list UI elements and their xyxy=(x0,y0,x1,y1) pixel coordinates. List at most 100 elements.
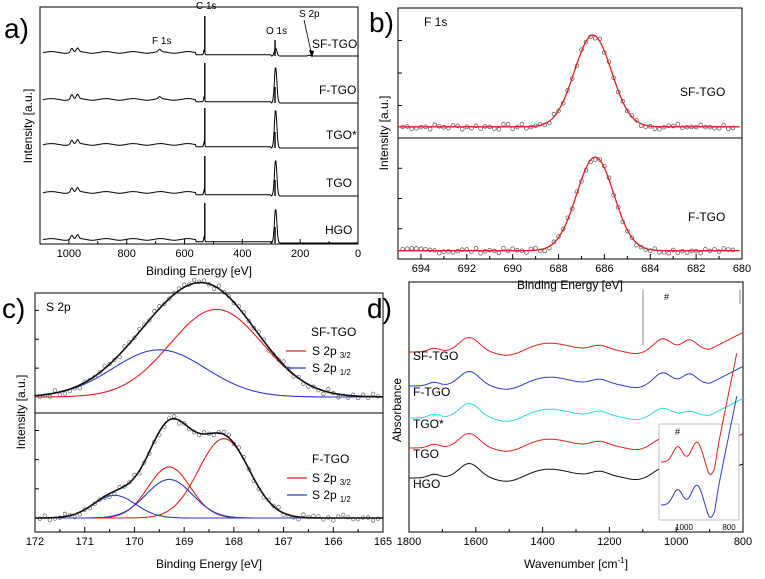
panel-d-inset-tick-1: 800 xyxy=(722,523,736,532)
panel-b-fit-1 xyxy=(398,156,740,252)
panel-c-bottom-legend-sub-0: 3/2 xyxy=(340,478,352,487)
panel-a-spectrum-3 xyxy=(42,160,358,197)
panel-d-ylabel: Absorbance xyxy=(390,378,404,442)
panel-c-point-0 xyxy=(57,392,63,397)
panel-c-x-tick-label: 171 xyxy=(76,536,94,548)
panel-d-sample-2: TGO* xyxy=(413,417,444,431)
panel-c-point-1 xyxy=(331,518,336,523)
panel-d-inset-spectra xyxy=(661,352,738,519)
panel-a-spectrum-4 xyxy=(42,209,358,244)
panel-b-point-1 xyxy=(441,249,447,254)
panel-b-point-1 xyxy=(537,248,543,254)
panel-c-envelope-1 xyxy=(35,417,383,519)
panel-b-point-1 xyxy=(542,248,548,254)
panel-c-point-1 xyxy=(127,480,132,485)
panel-d-x-tick-label: 1800 xyxy=(397,536,421,548)
panel-b-point-1 xyxy=(629,235,635,240)
panel-c-point-1 xyxy=(62,511,67,517)
panel-d-x-tick-label: 1000 xyxy=(664,536,688,548)
panel-c-xlabel: Binding Energy [eV] xyxy=(156,557,262,571)
panel-c-point-0 xyxy=(246,318,251,323)
panel-b-point-1 xyxy=(730,247,736,253)
panel-c-point-0 xyxy=(181,282,187,287)
panel-c-point-0 xyxy=(336,395,341,400)
panel-c-point-1 xyxy=(226,432,232,437)
panel-d-inset-hash: # xyxy=(675,427,680,437)
panel-c-x-tick-label: 165 xyxy=(374,536,392,548)
panel-b-point-0 xyxy=(501,122,506,127)
panel-d-spectrum-1 xyxy=(409,365,744,390)
panel-b-point-1 xyxy=(459,247,465,253)
panel-a-x-tick-label: 800 xyxy=(118,248,136,260)
panel-c-top-legend-sub-1: 1/2 xyxy=(340,368,352,377)
panel-b-x-tick-label: 690 xyxy=(503,263,521,275)
panel-c-point-0 xyxy=(97,370,102,375)
panel-b-xlabel: Binding Energy [eV] xyxy=(517,278,623,292)
panel-b-spectra xyxy=(398,34,740,256)
panel-c-x-tick-label: 172 xyxy=(26,536,44,548)
panel-c-point-0 xyxy=(196,279,202,284)
panel-b-point-1 xyxy=(414,246,419,251)
panel-a-x-tick-label: 0 xyxy=(355,248,361,260)
panel-b-x-tick-label: 694 xyxy=(412,263,430,275)
panel-b-point-1 xyxy=(721,246,726,251)
panel-d-inset-frame xyxy=(658,423,740,521)
panel-c-point-1 xyxy=(370,518,376,523)
panel-a-spectrum-1 xyxy=(42,67,358,104)
panel-c-point-0 xyxy=(211,286,217,291)
panel-a-annot-o1s: O 1s xyxy=(266,26,287,37)
panel-d-inset-tick-0: 1000 xyxy=(675,523,693,532)
panel-c-point-0 xyxy=(276,357,281,362)
panel-d-label: d) xyxy=(367,293,392,324)
panel-c-point-0 xyxy=(132,335,137,340)
panel-a-sample-0: SF-TGO xyxy=(312,37,357,51)
panel-b-point-0 xyxy=(473,123,479,129)
panel-b-point-1 xyxy=(725,247,731,252)
panel-a-sample-1: F-TGO xyxy=(319,83,356,97)
panel-a-annot-s2p: S 2p xyxy=(299,9,320,20)
panel-b-point-0 xyxy=(427,126,433,132)
panel-c-x-tick-label: 166 xyxy=(324,536,342,548)
panel-a-sample-2: TGO* xyxy=(326,128,357,142)
panel-c-bottom-legend-label-0: S 2p 3/2 xyxy=(312,471,351,487)
panel-d-x-tick-label: 1200 xyxy=(597,536,621,548)
panel-d-xlabel-end: ] xyxy=(625,557,628,571)
panel-c-envelope-0 xyxy=(34,281,383,398)
panel-b-sample-0: SF-TGO xyxy=(680,85,725,99)
panel-c-bottom-legend-main-0: S 2p xyxy=(312,471,337,485)
panel-d-spectra xyxy=(409,331,744,482)
panel-c-point-0 xyxy=(251,325,256,331)
panel-c-point-1 xyxy=(177,421,182,426)
panel-a-annot-f1s: F 1s xyxy=(152,36,171,47)
panel-c-top-sample: SF-TGO xyxy=(311,325,356,339)
panel-c-x-tick-label: 167 xyxy=(274,536,292,548)
panel-d-x-tick-label: 1600 xyxy=(464,536,488,548)
panel-c-point-1 xyxy=(107,494,112,499)
panel-b-title: F 1s xyxy=(424,15,447,29)
panel-b-x-tick-label: 684 xyxy=(641,263,659,275)
panel-d-spectrum-2 xyxy=(409,397,744,422)
panel-d-x-tick-label: 1400 xyxy=(530,536,554,548)
panel-b-point-1 xyxy=(647,248,653,253)
panel-b-point-1 xyxy=(427,247,433,253)
panel-c-point-0 xyxy=(370,391,376,397)
panel-c-point-1 xyxy=(221,429,227,434)
panel-a-annot-c1s: C 1s xyxy=(196,1,217,12)
panel-b-point-0 xyxy=(519,121,525,127)
panel-b-x-tick-label: 680 xyxy=(733,263,751,275)
panel-b-point-0 xyxy=(409,126,415,132)
panel-a-label: a) xyxy=(4,13,29,44)
panel-d-sample-4: HGO xyxy=(413,477,440,491)
panel-b-point-1 xyxy=(684,250,690,256)
panel-d-ticks: 1800 1600 1400 1200 1000 800 xyxy=(397,527,752,548)
panel-b-point-0 xyxy=(657,126,662,132)
panel-b-point-0 xyxy=(432,122,437,128)
panel-c-point-1 xyxy=(172,414,177,419)
panel-d-sample-1: F-TGO xyxy=(413,385,450,399)
panel-c-point-1 xyxy=(47,517,53,523)
panel-a-spectrum-0 xyxy=(42,47,358,57)
panel-b-point-0 xyxy=(510,126,515,132)
panel-c-point-0 xyxy=(147,318,152,323)
panel-b-point-1 xyxy=(482,249,488,254)
